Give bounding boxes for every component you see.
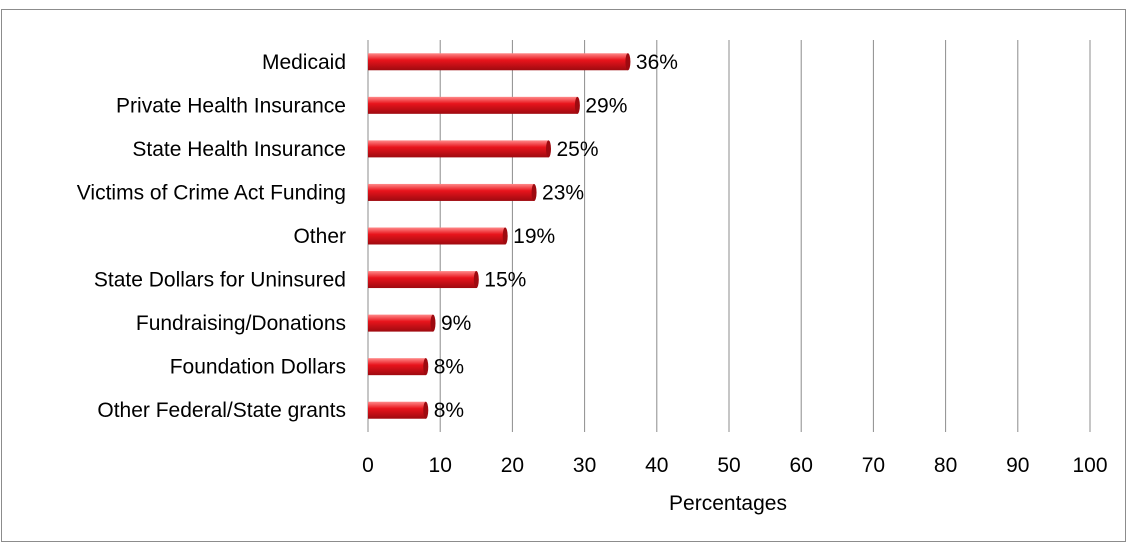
data-label: 15% [484,269,526,292]
bar-end-cap [625,53,631,71]
category-label: Fundraising/Donations [136,312,346,335]
x-tick-label: 20 [501,454,524,477]
bar [368,227,506,245]
bar [368,183,535,201]
data-label: 25% [557,138,599,161]
data-label: 8% [434,399,464,422]
x-tick-label: 10 [429,454,452,477]
bar-end-cap [574,96,580,114]
category-label: State Health Insurance [132,138,346,161]
x-tick-label: 0 [362,454,374,477]
bar-end-cap [423,401,429,419]
bar [368,53,628,71]
x-tick-label: 100 [1072,454,1107,477]
category-label: Private Health Insurance [116,94,346,117]
bar-end-cap [546,140,551,158]
data-label: 23% [542,181,584,204]
data-label: 8% [434,356,464,379]
category-label: Foundation Dollars [170,356,346,379]
bar-end-cap [430,314,436,332]
x-tick-label: 60 [790,454,813,477]
bar [368,96,578,114]
labels: 0 10 20 30 40 50 60 70 80 90 100 Medicaid 36% Private… [77,51,1108,477]
x-tick-label: 50 [717,454,740,477]
data-label: 19% [513,225,555,248]
bar [368,271,477,289]
category-label: Victims of Crime Act Funding [77,181,346,204]
x-tick-label: 70 [862,454,885,477]
bar-end-cap [531,183,537,201]
category-label: Other [293,225,346,248]
category-label: State Dollars for Uninsured [94,269,346,292]
bar [368,401,426,419]
bar-end-cap [502,227,508,245]
x-axis-title: Percentages [669,492,787,515]
data-label: 29% [585,94,627,117]
bars [368,53,631,419]
bar [368,314,433,332]
x-tick-label: 30 [573,454,596,477]
x-tick-label: 80 [934,454,957,477]
data-label: 9% [441,312,471,335]
bar-end-cap [423,358,429,376]
bar [368,358,426,376]
x-tick-label: 90 [1006,454,1029,477]
category-label: Other Federal/State grants [97,399,346,422]
category-label: Medicaid [262,51,346,74]
x-tick-label: 40 [645,454,668,477]
bar [368,140,549,158]
data-label: 36% [636,51,678,74]
bar-end-cap [473,271,479,289]
